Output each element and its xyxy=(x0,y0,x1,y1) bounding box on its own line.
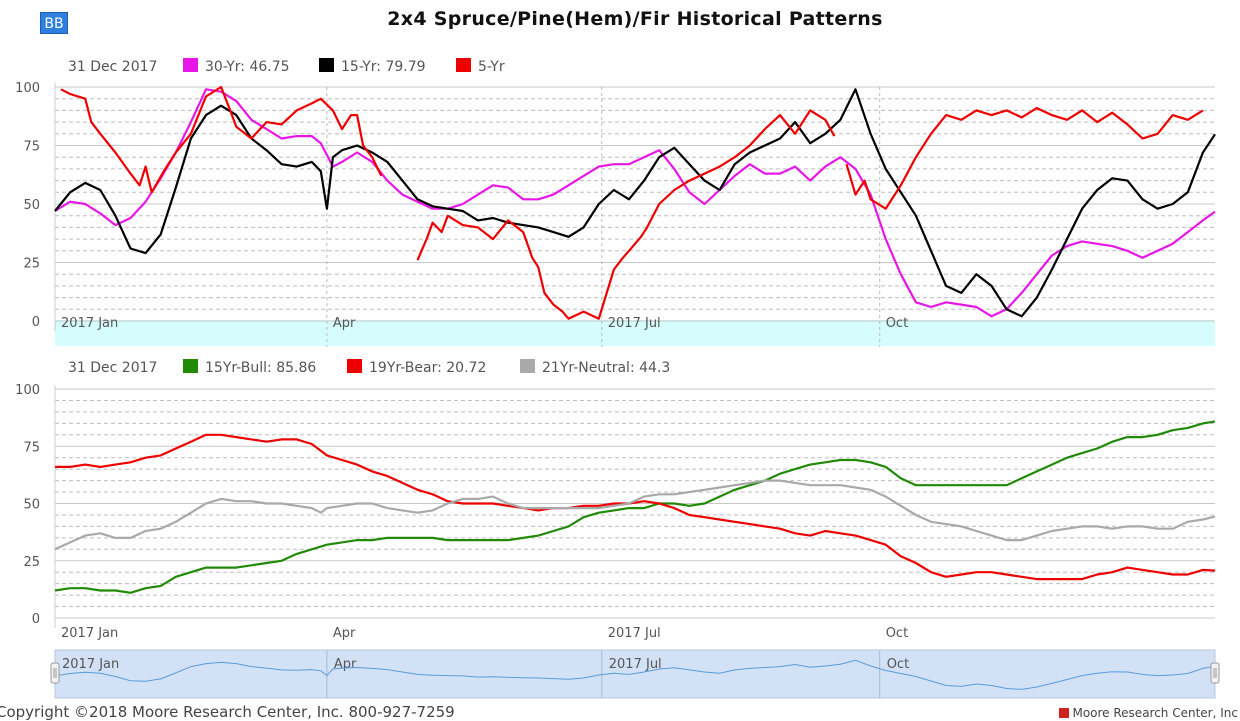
bottom-chart: 0 25 50 75 100 2017 Jan Apr 2017 Jul Oct 31 Dec… xyxy=(15,359,1216,641)
top-month-lines xyxy=(326,87,881,347)
legend-item-bull[interactable]: 15Yr-Bull: 85.86 xyxy=(183,359,316,376)
x-tick-label: 2017 Jan xyxy=(61,626,118,641)
top-legend-date: 31 Dec 2017 xyxy=(68,59,157,75)
navigator-series-line xyxy=(54,659,1216,690)
legend-item-30yr[interactable]: 30-Yr: 46.75 xyxy=(183,58,290,75)
navigator-month-label: Oct xyxy=(887,657,909,672)
navigator-month-label: 2017 Jul xyxy=(609,657,662,672)
legend-swatch-5yr xyxy=(456,58,471,72)
y-tick-label: 50 xyxy=(23,498,40,513)
series-line-5-yr-seg1[interactable] xyxy=(416,109,836,320)
navigator-left-handle[interactable] xyxy=(50,662,60,684)
navigator-month-label: Apr xyxy=(334,657,357,672)
bottom-series xyxy=(54,420,1216,594)
y-tick-label: 75 xyxy=(23,440,40,455)
x-tick-label: Apr xyxy=(333,626,356,641)
legend-label-5yr: 5-Yr xyxy=(478,59,505,75)
x-tick-label: 2017 Jul xyxy=(608,626,661,641)
series-line-15-yr[interactable] xyxy=(54,88,1216,318)
legend-swatch-neutral xyxy=(520,359,535,373)
legend-swatch-bull xyxy=(183,359,198,373)
top-highlight-band xyxy=(55,320,1215,346)
navigator-month-lines xyxy=(326,650,881,698)
y-tick-label: 75 xyxy=(23,140,40,155)
top-chart: 0 25 50 75 100 2017 Jan Apr 2017 Jul Oct 31 Dec… xyxy=(15,58,1216,347)
bottom-y-axis: 0 25 50 75 100 xyxy=(15,383,40,627)
legend-label-30yr: 30-Yr: 46.75 xyxy=(205,59,290,75)
y-tick-label: 0 xyxy=(32,315,40,330)
legend-swatch-bear xyxy=(347,359,362,373)
navigator-month-label: 2017 Jan xyxy=(62,657,119,672)
bb-button[interactable]: BB xyxy=(40,12,68,34)
x-tick-label: 2017 Jan xyxy=(61,316,118,331)
top-x-axis: 2017 Jan Apr 2017 Jul Oct xyxy=(61,316,908,331)
legend-item-neutral[interactable]: 21Yr-Neutral: 44.3 xyxy=(520,359,670,376)
x-tick-label: 2017 Jul xyxy=(608,316,661,331)
chart-title: 2x4 Spruce/Pine(Hem)/Fir Historical Patt… xyxy=(387,8,883,30)
brand-footer: Moore Research Center, Inc xyxy=(1059,706,1238,720)
y-tick-label: 25 xyxy=(23,257,40,272)
bottom-x-axis: 2017 Jan Apr 2017 Jul Oct xyxy=(61,626,908,641)
y-tick-label: 25 xyxy=(23,555,40,570)
bottom-legend-date: 31 Dec 2017 xyxy=(68,360,157,376)
legend-swatch-15yr xyxy=(319,58,334,72)
top-series xyxy=(54,85,1216,320)
copyright-footer: Copyright ©2018 Moore Research Center, I… xyxy=(0,703,455,721)
series-line-5-yr-seg2[interactable] xyxy=(845,107,1204,210)
y-tick-label: 0 xyxy=(32,612,40,627)
legend-item-5yr[interactable]: 5-Yr xyxy=(456,58,505,75)
series-line-21yr-neutral[interactable] xyxy=(54,479,1216,551)
top-y-axis: 0 25 50 75 100 xyxy=(15,81,40,330)
navigator-labels: 2017 Jan Apr 2017 Jul Oct xyxy=(62,657,909,672)
x-tick-label: Oct xyxy=(886,626,908,641)
x-tick-label: Oct xyxy=(886,316,908,331)
top-grid xyxy=(54,83,1215,331)
legend-label-neutral: 21Yr-Neutral: 44.3 xyxy=(542,360,670,376)
navigator-right-handle[interactable] xyxy=(1210,662,1220,684)
chart-canvas: 0 25 50 75 100 2017 Jan Apr 2017 Jul Oct 31 Dec… xyxy=(15,58,1220,699)
x-tick-label: Apr xyxy=(333,316,356,331)
legend-label-bear: 19Yr-Bear: 20.72 xyxy=(369,360,486,376)
y-tick-label: 100 xyxy=(15,383,40,398)
brand-footer-text: Moore Research Center, Inc xyxy=(1072,706,1238,720)
series-line-5-yr-seg0[interactable] xyxy=(60,85,383,194)
legend-item-bear[interactable]: 19Yr-Bear: 20.72 xyxy=(347,359,486,376)
legend-item-15yr[interactable]: 15-Yr: 79.79 xyxy=(319,58,426,75)
legend-swatch-30yr xyxy=(183,58,198,72)
series-line-30-yr[interactable] xyxy=(54,88,1216,318)
legend-label-bull: 15Yr-Bull: 85.86 xyxy=(205,360,316,376)
y-tick-label: 50 xyxy=(23,198,40,213)
legend-label-15yr: 15-Yr: 79.79 xyxy=(341,59,426,75)
series-line-19yr-bear[interactable] xyxy=(55,433,1216,581)
y-tick-label: 100 xyxy=(15,81,40,96)
brand-logo-icon xyxy=(1059,708,1070,718)
series-line-15yr-bull[interactable] xyxy=(54,420,1216,594)
bottom-grid xyxy=(54,385,1215,628)
navigator[interactable]: 2017 Jan Apr 2017 Jul Oct xyxy=(50,649,1220,699)
